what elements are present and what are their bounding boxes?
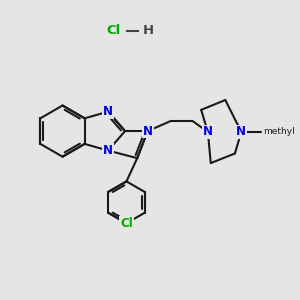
Text: methyl: methyl	[263, 128, 295, 136]
Text: N: N	[143, 124, 153, 138]
Text: N: N	[236, 125, 246, 139]
Text: N: N	[203, 125, 213, 139]
Text: Cl: Cl	[106, 24, 121, 37]
Text: Cl: Cl	[120, 217, 133, 230]
Text: H: H	[143, 24, 154, 37]
Text: N: N	[103, 144, 113, 157]
Text: N: N	[103, 105, 113, 118]
